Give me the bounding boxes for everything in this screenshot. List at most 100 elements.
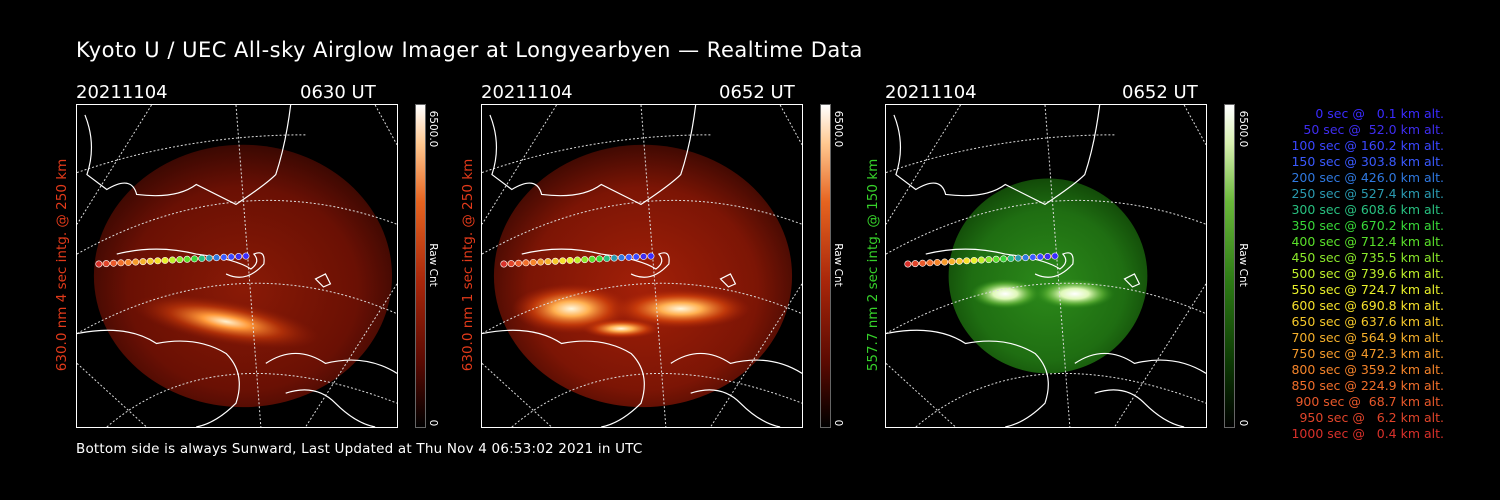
trajectory-point bbox=[190, 255, 198, 263]
legend-row: 250 sec @ 527.4 km alt. bbox=[1291, 186, 1444, 201]
trajectory-point bbox=[168, 256, 176, 264]
legend-row: 50 sec @ 52.0 km alt. bbox=[1303, 122, 1444, 137]
trajectory-point bbox=[205, 254, 213, 262]
legend-row: 900 sec @ 68.7 km alt. bbox=[1295, 394, 1444, 409]
trajectory-point bbox=[1007, 254, 1015, 262]
legend-row: 350 sec @ 670.2 km alt. bbox=[1291, 218, 1444, 233]
trajectory-point bbox=[595, 255, 603, 263]
colorbar-3-max: 6500.0 bbox=[1237, 110, 1249, 148]
trajectory-point bbox=[102, 260, 110, 268]
trajectory-point bbox=[529, 258, 537, 266]
legend-row: 750 sec @ 472.3 km alt. bbox=[1291, 346, 1444, 361]
legend-row: 0 sec @ 0.1 km alt. bbox=[1315, 106, 1444, 121]
trajectory-point bbox=[1036, 253, 1044, 261]
colorbar-2-min: 0 bbox=[832, 419, 844, 427]
colorbar-1-max: 6500.0 bbox=[427, 110, 439, 148]
trajectory-point bbox=[1029, 253, 1037, 261]
trajectory-point bbox=[146, 257, 154, 265]
colorbar-2 bbox=[820, 104, 831, 428]
legend-row: 200 sec @ 426.0 km alt. bbox=[1291, 170, 1444, 185]
trajectory-point bbox=[603, 254, 611, 262]
trajectory-point bbox=[992, 255, 1000, 263]
trajectory-point bbox=[132, 258, 140, 266]
panel-3-time: 0652 UT bbox=[1122, 82, 1198, 103]
colorbar-3-unit: Raw Cnt bbox=[1237, 243, 1249, 287]
colorbar-1-min: 0 bbox=[427, 419, 439, 427]
colorbar-2-max: 6500.0 bbox=[832, 110, 844, 148]
legend-row: 450 sec @ 735.5 km alt. bbox=[1291, 250, 1444, 265]
trajectory-point bbox=[618, 254, 626, 262]
trajectory-point bbox=[213, 254, 221, 262]
legend-row: 650 sec @ 637.6 km alt. bbox=[1291, 314, 1444, 329]
trajectory-point bbox=[515, 259, 523, 267]
panel-1-time: 0630 UT bbox=[300, 82, 376, 103]
trajectory-point bbox=[573, 256, 581, 264]
trajectory-point bbox=[124, 258, 132, 266]
trajectory-point bbox=[227, 253, 235, 261]
legend-row: 150 sec @ 303.8 km alt. bbox=[1291, 154, 1444, 169]
trajectory-point bbox=[581, 256, 589, 264]
trajectory-point bbox=[500, 260, 508, 268]
trajectory-point bbox=[919, 259, 927, 267]
trajectory-point bbox=[220, 253, 228, 261]
trajectory-point bbox=[610, 254, 618, 262]
legend-row: 850 sec @ 224.9 km alt. bbox=[1291, 378, 1444, 393]
legend-row: 550 sec @ 724.7 km alt. bbox=[1291, 282, 1444, 297]
allsky-image-2 bbox=[481, 104, 803, 428]
colorbar-1 bbox=[415, 104, 426, 428]
trajectory-point bbox=[559, 257, 567, 265]
trajectory-point bbox=[176, 256, 184, 264]
legend-row: 600 sec @ 690.8 km alt. bbox=[1291, 298, 1444, 313]
trajectory-point bbox=[911, 260, 919, 268]
trajectory-point bbox=[977, 256, 985, 264]
trajectory-point bbox=[544, 258, 552, 266]
trajectory-point bbox=[926, 259, 934, 267]
trajectory-point bbox=[933, 258, 941, 266]
trajectory-point bbox=[970, 256, 978, 264]
trajectory-point bbox=[154, 257, 162, 265]
trajectory-point bbox=[985, 256, 993, 264]
trajectory-point bbox=[625, 253, 633, 261]
trajectory-point bbox=[161, 256, 169, 264]
trajectory-point bbox=[640, 252, 648, 260]
trajectory-point bbox=[632, 253, 640, 261]
panel-2-time: 0652 UT bbox=[719, 82, 795, 103]
legend-row: 500 sec @ 739.6 km alt. bbox=[1291, 266, 1444, 281]
trajectory-point bbox=[566, 256, 574, 264]
trajectory-point bbox=[183, 255, 191, 263]
trajectory-point bbox=[507, 260, 515, 268]
legend-row: 100 sec @ 160.2 km alt. bbox=[1291, 138, 1444, 153]
trajectory-point bbox=[198, 254, 206, 262]
trajectory-point bbox=[139, 258, 147, 266]
trajectory-point bbox=[110, 259, 118, 267]
panel-3-date: 20211104 bbox=[885, 82, 977, 103]
panel-1-side-label: 630.0 nm 4 sec intg. @ 250 km bbox=[54, 158, 70, 372]
trajectory-point bbox=[1051, 252, 1059, 260]
colorbar-1-unit: Raw Cnt bbox=[427, 243, 439, 287]
trajectory-point bbox=[1044, 252, 1052, 260]
trajectory-point bbox=[588, 255, 596, 263]
footer-note: Bottom side is always Sunward, Last Upda… bbox=[76, 441, 643, 457]
trajectory-point bbox=[95, 260, 103, 268]
legend-row: 300 sec @ 608.6 km alt. bbox=[1291, 202, 1444, 217]
panel-3-side-label: 557.7 nm 2 sec intg. @ 150 km bbox=[865, 158, 881, 372]
panel-2-date: 20211104 bbox=[481, 82, 573, 103]
trajectory-point bbox=[955, 257, 963, 265]
trajectory-point bbox=[242, 252, 250, 260]
trajectory-point bbox=[647, 252, 655, 260]
colorbar-2-unit: Raw Cnt bbox=[832, 243, 844, 287]
legend-row: 400 sec @ 712.4 km alt. bbox=[1291, 234, 1444, 249]
legend-row: 1000 sec @ 0.4 km alt. bbox=[1291, 426, 1444, 441]
trajectory-point bbox=[904, 260, 912, 268]
trajectory-point bbox=[522, 259, 530, 267]
trajectory-point bbox=[117, 259, 125, 267]
trajectory-legend: 0 sec @ 0.1 km alt. 50 sec @ 52.0 km alt.… bbox=[1262, 106, 1444, 442]
panel-2-side-label: 630.0 nm 1 sec intg. @ 250 km bbox=[460, 158, 476, 372]
trajectory-point bbox=[999, 255, 1007, 263]
trajectory-point bbox=[941, 258, 949, 266]
allsky-image-1 bbox=[76, 104, 398, 428]
trajectory-point bbox=[948, 258, 956, 266]
legend-row: 700 sec @ 564.9 km alt. bbox=[1291, 330, 1444, 345]
trajectory-point bbox=[963, 257, 971, 265]
page-title: Kyoto U / UEC All-sky Airglow Imager at … bbox=[76, 38, 863, 62]
